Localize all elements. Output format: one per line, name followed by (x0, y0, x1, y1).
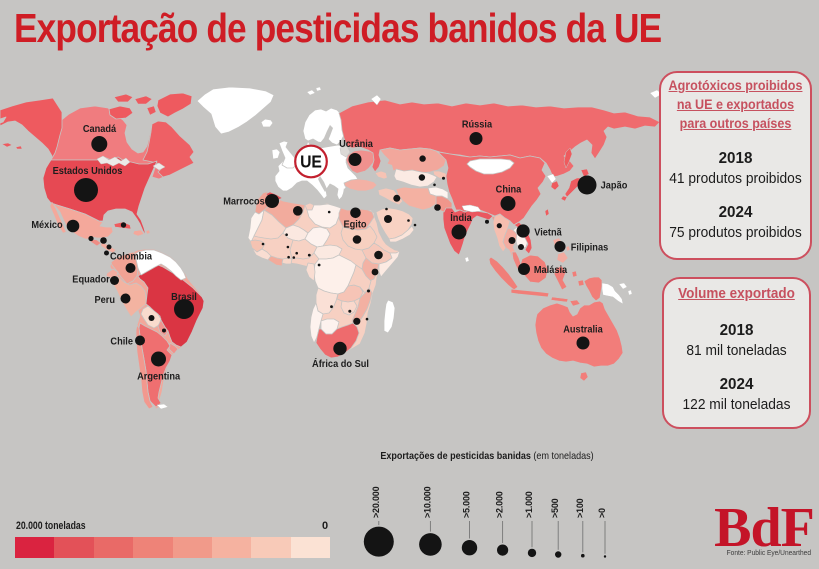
svg-text:Rússia: Rússia (462, 119, 493, 131)
svg-text:China: China (496, 184, 522, 196)
svg-text:Canadá: Canadá (83, 124, 117, 136)
svg-text:>20.000: >20.000 (371, 486, 381, 518)
svg-text:>10.000: >10.000 (422, 486, 432, 518)
svg-text:Ucrânia: Ucrânia (339, 139, 373, 151)
svg-text:Colombia: Colombia (110, 251, 153, 263)
svg-text:Equador: Equador (72, 274, 110, 286)
svg-text:África do Sul: África do Sul (312, 359, 369, 371)
svg-text:Índia: Índia (450, 213, 472, 225)
svg-text:Estados Unidos: Estados Unidos (53, 166, 123, 178)
svg-text:Chile: Chile (110, 336, 133, 348)
svg-text:UE: UE (300, 152, 322, 172)
svg-text:Argentina: Argentina (137, 371, 181, 383)
svg-text:Vietnã: Vietnã (534, 227, 562, 239)
svg-text:>100: >100 (575, 498, 585, 518)
svg-text:>0: >0 (597, 508, 607, 518)
svg-text:Egito: Egito (343, 219, 366, 231)
svg-text:Peru: Peru (94, 295, 115, 307)
svg-text:Japão: Japão (601, 180, 628, 192)
svg-text:Filipinas: Filipinas (571, 242, 609, 254)
svg-text:Australia: Australia (563, 324, 603, 336)
svg-text:Brasil: Brasil (171, 292, 197, 304)
svg-text:>2.000: >2.000 (495, 491, 505, 518)
svg-text:Marrocos: Marrocos (223, 196, 265, 208)
svg-text:>1.000: >1.000 (524, 491, 534, 518)
svg-text:>500: >500 (550, 498, 560, 518)
svg-text:>5.000: >5.000 (462, 491, 472, 518)
svg-text:México: México (31, 220, 62, 232)
svg-text:Malásia: Malásia (534, 265, 568, 277)
